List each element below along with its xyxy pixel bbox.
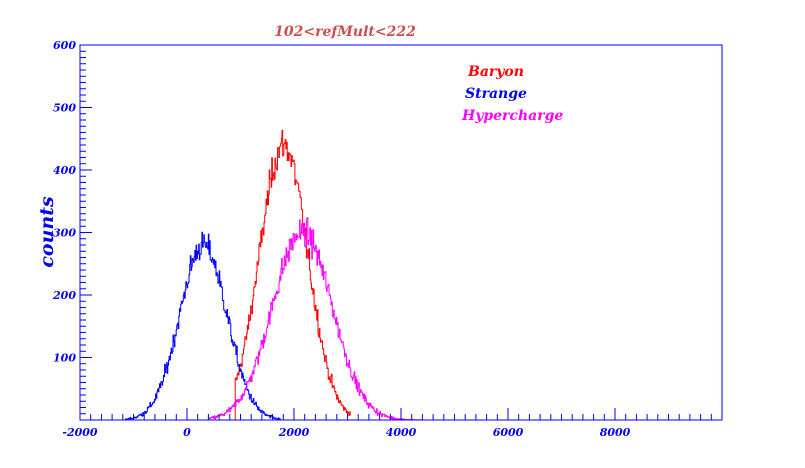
chart-title: 102<refMult<222 — [274, 24, 416, 40]
y-axis: 100 200 300 400 500 600 — [52, 39, 92, 421]
y-axis-label: counts — [36, 196, 58, 268]
y-tick-label: 500 — [53, 102, 76, 115]
series-line-strange — [125, 231, 281, 421]
y-tick-label: 200 — [52, 289, 76, 302]
series-line-baryon — [234, 129, 351, 420]
plot-area — [125, 129, 423, 421]
y-tick-label: 600 — [53, 39, 76, 52]
y-tick-label: 400 — [53, 164, 76, 177]
legend: Baryon Strange Hypercharge — [461, 64, 563, 124]
x-tick-label: 0 — [183, 426, 191, 439]
plot-frame — [79, 44, 723, 421]
x-tick-label: -2000 — [62, 426, 98, 439]
legend-entry-hypercharge: Hypercharge — [461, 108, 563, 124]
x-tick-label: 8000 — [600, 426, 631, 439]
legend-entry-strange: Strange — [465, 86, 527, 102]
series-line-hypercharge — [207, 217, 423, 421]
y-tick-label: 300 — [53, 227, 76, 240]
legend-entry-baryon: Baryon — [467, 64, 524, 80]
x-tick-label: 6000 — [493, 426, 524, 439]
x-tick-label: 4000 — [386, 426, 417, 439]
x-axis: -2000 0 2000 4000 6000 8000 — [62, 408, 723, 439]
x-tick-label: 2000 — [278, 426, 310, 439]
y-tick-label: 100 — [53, 352, 76, 365]
